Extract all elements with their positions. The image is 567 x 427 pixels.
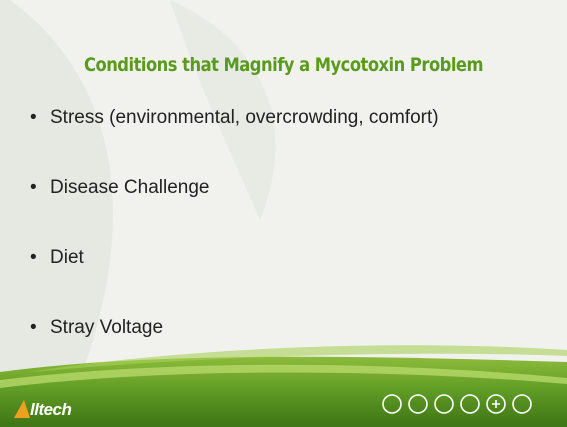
bullet: Stress (environmental, overcrowding, com…: [30, 104, 439, 174]
bullet: Stray Voltage: [30, 314, 439, 384]
bullet: Diet: [30, 244, 439, 314]
bullet-list: Stress (environmental, overcrowding, com…: [30, 104, 439, 384]
bullet: Disease Challenge: [30, 174, 439, 244]
icon-row: [382, 394, 532, 414]
logo-mark: [14, 400, 30, 418]
logo: lltech: [30, 400, 72, 419]
slide-title: Conditions that Magnify a Mycotoxin Prob…: [84, 54, 484, 76]
